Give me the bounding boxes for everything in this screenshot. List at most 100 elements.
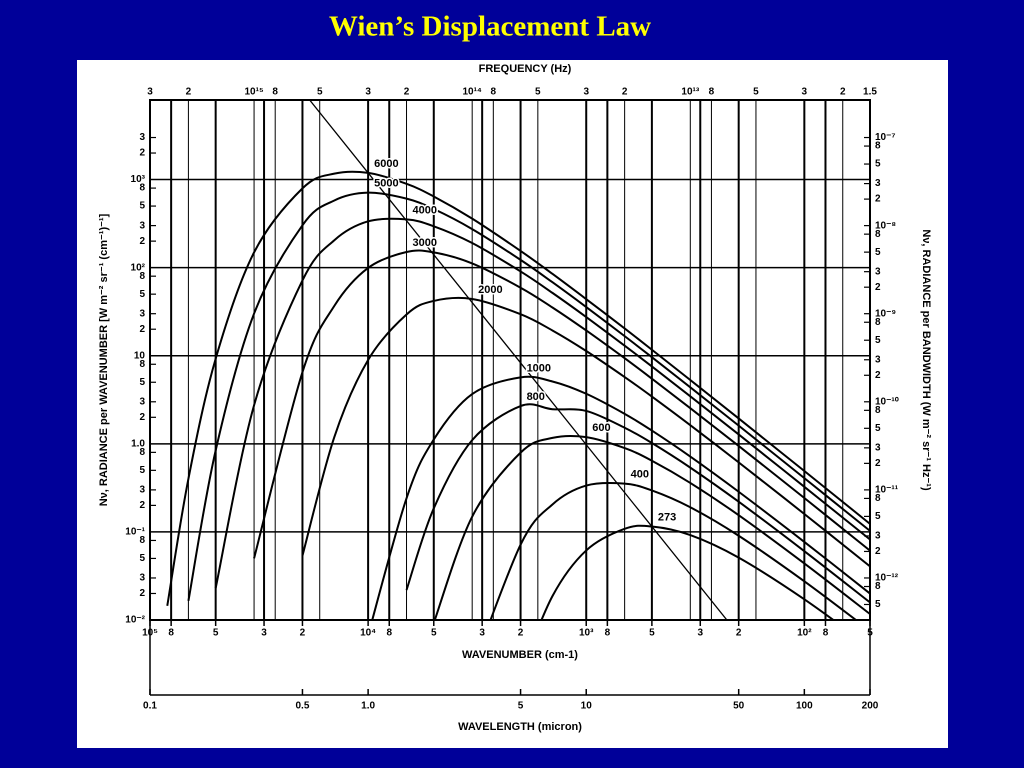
curve xyxy=(489,482,858,620)
y-tick-label: 2 xyxy=(139,588,145,599)
x3-tick-label: 3 xyxy=(583,87,589,98)
x-tick-label: 5 xyxy=(518,701,524,712)
y-tick-label: 8 xyxy=(139,183,145,194)
x3-axis-title: FREQUENCY (Hz) xyxy=(479,63,572,75)
x2-tick-label: 5 xyxy=(213,628,219,639)
x3-tick-label: 3 xyxy=(365,87,371,98)
series-label: 400 xyxy=(631,469,649,481)
wien-locus xyxy=(309,100,728,620)
y2-tick-label: 5 xyxy=(875,335,881,346)
x3-tick-label: 8 xyxy=(709,87,715,98)
y2-tick-label: 10⁻¹¹ xyxy=(875,485,899,496)
x2-tick-label: 2 xyxy=(300,628,306,639)
y2-tick-label: 8 xyxy=(875,317,881,328)
y-tick-label: 1.0 xyxy=(131,438,145,449)
y-tick-label: 2 xyxy=(139,412,145,423)
x2-tick-label: 5 xyxy=(649,628,655,639)
y2-tick-label: 5 xyxy=(875,423,881,434)
x3-tick-label: 2 xyxy=(622,87,628,98)
y2-tick-label: 10⁻¹⁰ xyxy=(875,396,899,407)
x-tick-label: 0.1 xyxy=(143,701,157,712)
series-label: 6000 xyxy=(374,158,398,170)
x3-tick-label: 8 xyxy=(272,87,278,98)
x3-tick-label: 2 xyxy=(840,87,846,98)
y2-tick-label: 3 xyxy=(875,354,881,365)
series-label: 3000 xyxy=(413,237,437,249)
x3-tick-label: 3 xyxy=(802,87,808,98)
x2-tick-label: 2 xyxy=(518,628,524,639)
curve xyxy=(187,191,870,602)
x2-tick-label: 2 xyxy=(736,628,742,639)
x3-tick-label: 5 xyxy=(535,87,541,98)
x3-tick-label: 8 xyxy=(491,87,497,98)
curve xyxy=(405,403,870,604)
x-tick-label: 1.0 xyxy=(361,701,375,712)
x2-tick-label: 3 xyxy=(697,628,703,639)
x2-tick-label: 10³ xyxy=(579,628,594,639)
y-tick-label: 8 xyxy=(139,447,145,458)
series-label: 5000 xyxy=(374,178,398,190)
series-label: 273 xyxy=(658,511,676,523)
y-tick-label: 3 xyxy=(139,396,145,407)
series-label: 2000 xyxy=(478,284,502,296)
x2-tick-label: 8 xyxy=(605,628,611,639)
y2-tick-label: 8 xyxy=(875,493,881,504)
x3-tick-label: 10¹⁵ xyxy=(244,87,263,98)
y2-tick-label: 2 xyxy=(875,370,881,381)
x2-tick-label: 10⁵ xyxy=(142,628,158,639)
y2-tick-label: 8 xyxy=(875,229,881,240)
y-tick-label: 2 xyxy=(139,500,145,511)
y-tick-label: 2 xyxy=(139,236,145,247)
y-tick-label: 5 xyxy=(139,201,145,212)
curve xyxy=(301,296,870,568)
y-tick-label: 3 xyxy=(139,308,145,319)
y2-tick-label: 3 xyxy=(875,266,881,277)
y-tick-label: 10⁻¹ xyxy=(125,527,145,538)
x2-tick-label: 3 xyxy=(261,628,267,639)
x3-tick-label: 5 xyxy=(753,87,759,98)
x2-tick-label: 10² xyxy=(797,628,812,639)
y-tick-label: 2 xyxy=(139,148,145,159)
x3-tick-label: 1.5 xyxy=(863,87,877,98)
curve xyxy=(371,375,870,620)
y2-tick-label: 2 xyxy=(875,546,881,557)
y2-tick-label: 5 xyxy=(875,159,881,170)
y-tick-label: 3 xyxy=(139,132,145,143)
y2-tick-label: 5 xyxy=(875,599,881,610)
y2-tick-label: 2 xyxy=(875,458,881,469)
y2-tick-label: 10⁻⁹ xyxy=(875,308,896,319)
x-tick-label: 50 xyxy=(733,701,745,712)
y2-tick-label: 8 xyxy=(875,581,881,592)
y-tick-label: 5 xyxy=(139,553,145,564)
y2-tick-label: 5 xyxy=(875,511,881,522)
x-axis-title: WAVELENGTH (micron) xyxy=(458,721,582,733)
x2-tick-label: 8 xyxy=(168,628,174,639)
slide-title: Wien’s Displacement Law xyxy=(329,11,651,43)
y2-tick-label: 10⁻⁷ xyxy=(875,132,896,143)
y-tick-label: 2 xyxy=(139,324,145,335)
x3-tick-label: 2 xyxy=(186,87,192,98)
curve xyxy=(253,249,870,559)
series-label: 600 xyxy=(592,422,610,434)
y-tick-label: 3 xyxy=(139,485,145,496)
y2-tick-label: 3 xyxy=(875,178,881,189)
y2-tick-label: 5 xyxy=(875,247,881,258)
curve xyxy=(433,434,870,620)
y2-tick-label: 8 xyxy=(875,141,881,152)
y-tick-label: 8 xyxy=(139,271,145,282)
y2-tick-label: 8 xyxy=(875,405,881,416)
x2-tick-label: 8 xyxy=(386,628,392,639)
y-tick-label: 5 xyxy=(139,465,145,476)
y-tick-label: 3 xyxy=(139,220,145,231)
y2-tick-label: 10⁻⁸ xyxy=(875,220,896,231)
x-tick-label: 100 xyxy=(796,701,813,712)
y-tick-label: 10³ xyxy=(131,174,146,185)
y2-tick-label: 3 xyxy=(875,442,881,453)
x-tick-label: 10 xyxy=(581,701,593,712)
curve xyxy=(214,217,870,589)
x2-tick-label: 10⁴ xyxy=(360,628,376,639)
y-tick-label: 5 xyxy=(139,377,145,388)
y-axis-title: Nν, RADIANCE per WAVENUMBER [W m⁻² sr⁻¹ … xyxy=(98,213,110,506)
x3-tick-label: 3 xyxy=(147,87,153,98)
